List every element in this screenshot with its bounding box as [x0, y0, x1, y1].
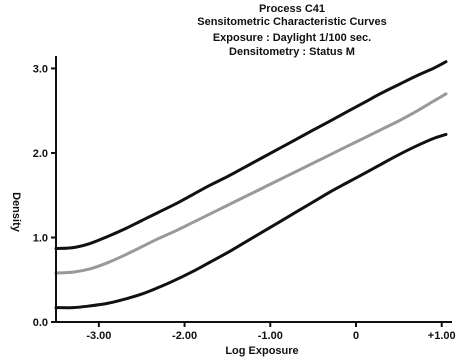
curve-series-1 — [54, 60, 448, 250]
x-tick-label: +1.00 — [428, 330, 456, 342]
x-tick-label: 0 — [353, 330, 359, 342]
x-tick-label: -1.00 — [258, 330, 283, 342]
x-tick-label: -2.00 — [172, 330, 197, 342]
x-tick-label: -3.00 — [86, 330, 111, 342]
y-tick-label: 1.0 — [33, 232, 48, 244]
chart-title-line-4: Densitometry : Status M — [229, 46, 355, 58]
y-tick-label: 3.0 — [33, 63, 48, 75]
curve-series-2 — [54, 92, 448, 275]
y-tick-label: 2.0 — [33, 148, 48, 160]
curve-series-3 — [54, 132, 448, 310]
x-axis-label: Log Exposure — [225, 345, 298, 357]
chart-title-line-3: Exposure : Daylight 1/100 sec. — [212, 32, 372, 44]
chart-title-line-1: Process C41 — [258, 3, 326, 15]
series-layer — [54, 60, 448, 310]
axes-layer: 0.0 1.0 2.0 3.0 -3.00 -2.00 -1.00 0 +1.00 — [33, 56, 456, 342]
y-tick-label: 0.0 — [33, 317, 48, 329]
chart-title-line-2: Sensitometric Characteristic Curves — [197, 16, 387, 28]
y-axis-label: Density — [10, 192, 22, 233]
